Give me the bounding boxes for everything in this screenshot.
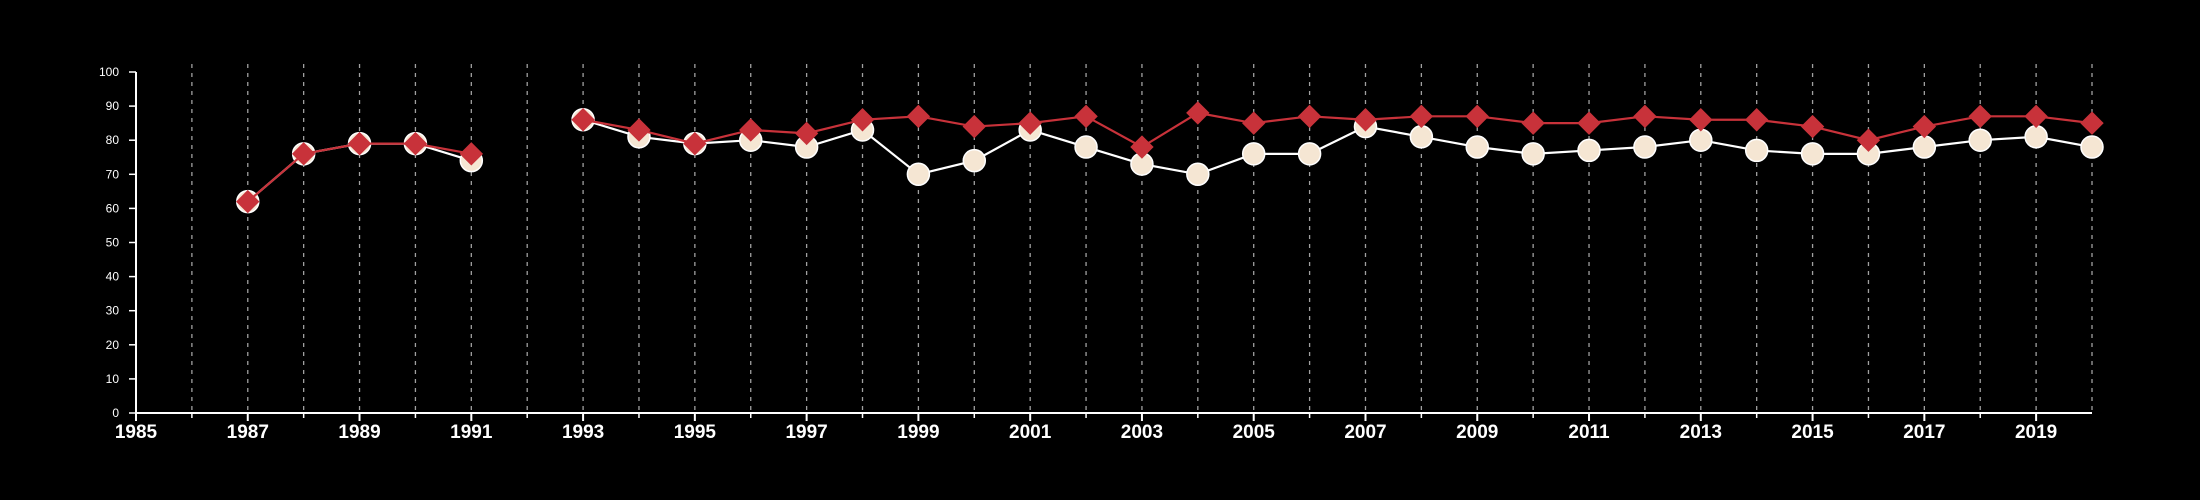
data-point-circle (1297, 142, 1322, 166)
x-tick-label: 1999 (897, 422, 939, 443)
x-tick-label: 1993 (562, 422, 604, 443)
data-point-circle (2080, 135, 2104, 159)
data-point-diamond (1689, 108, 1713, 132)
data-point-circle (1912, 135, 1937, 159)
data-point-circle (1465, 135, 1490, 159)
data-point-circle (1074, 135, 1098, 159)
data-point-diamond (1353, 108, 1378, 132)
data-point-diamond (571, 108, 595, 132)
y-tick-label: 40 (106, 270, 120, 284)
data-point-diamond (1800, 114, 1825, 139)
data-point-diamond (1521, 111, 1545, 135)
data-point-diamond (347, 131, 372, 156)
x-tick-label: 2005 (1233, 422, 1276, 443)
data-point-diamond (291, 142, 316, 166)
data-point-diamond (794, 121, 819, 146)
x-tick-label: 1991 (450, 422, 493, 443)
data-point-diamond (1577, 111, 1601, 135)
data-point-circle (1186, 162, 1210, 187)
x-tick-label: 1985 (115, 422, 158, 443)
data-point-circle (1241, 142, 1266, 166)
x-tick-label: 2001 (1009, 422, 1052, 443)
x-tick-label: 2011 (1568, 422, 1610, 443)
data-point-circle (1521, 142, 1545, 166)
x-tick-label: 2019 (2015, 422, 2057, 443)
data-point-circle (1577, 138, 1601, 163)
data-point-diamond (1242, 111, 1266, 135)
gridlines (191, 64, 2093, 413)
data-point-diamond (906, 104, 931, 129)
x-tick-label: 1987 (227, 422, 269, 443)
y-tick-label: 20 (106, 338, 120, 352)
data-point-diamond (1018, 111, 1042, 135)
data-point-diamond (1633, 104, 1657, 129)
data-point-diamond (1912, 114, 1937, 139)
data-point-diamond (1968, 104, 1992, 129)
diamond-series (236, 101, 2104, 214)
data-point-circle (1633, 135, 1657, 159)
data-point-diamond (683, 131, 707, 156)
data-point-diamond (459, 142, 484, 166)
data-point-diamond (850, 108, 875, 132)
data-point-diamond (1744, 108, 1769, 132)
data-point-diamond (1465, 104, 1489, 129)
data-point-circle (1689, 128, 1713, 152)
axes: 1985 1987 1989 1991 1993 1995 1997 1999 2001 2003… (99, 65, 2092, 443)
data-point-circle (1744, 138, 1769, 163)
x-tick-label: 2009 (1456, 422, 1498, 443)
data-point-circle (962, 148, 987, 173)
x-tick-label: 2013 (1680, 422, 1722, 443)
data-point-diamond (2024, 104, 2048, 129)
x-tick-label: 2007 (1344, 422, 1386, 443)
data-point-diamond (1130, 135, 1154, 159)
y-tick-label: 90 (106, 99, 120, 113)
data-point-diamond (1856, 128, 1881, 152)
circle-series (236, 107, 2104, 214)
x-tick-label: 1997 (785, 422, 827, 443)
data-point-diamond (1074, 104, 1098, 129)
data-point-diamond (1297, 104, 1322, 129)
y-tick-label: 80 (106, 133, 120, 147)
x-tick-label: 1995 (674, 422, 717, 443)
data-point-diamond (1186, 101, 1210, 125)
data-point-circle (1800, 142, 1825, 166)
data-point-diamond (1409, 104, 1434, 129)
data-point-diamond (962, 114, 986, 139)
y-tick-label: 30 (106, 304, 120, 318)
x-tick-label: 2017 (1903, 422, 1945, 443)
data-point-diamond (2080, 111, 2104, 135)
y-tick-label: 60 (106, 201, 120, 215)
data-point-circle (2024, 125, 2048, 149)
data-point-circle (1968, 128, 1992, 152)
data-point-diamond (627, 118, 651, 142)
x-tick-label: 1989 (338, 422, 380, 443)
data-point-circle (906, 162, 931, 187)
data-point-diamond (236, 189, 260, 214)
series-line (582, 111, 2093, 149)
data-point-diamond (739, 118, 763, 142)
series-line (582, 118, 2093, 176)
y-tick-label: 50 (106, 236, 120, 250)
x-tick-label: 2003 (1121, 422, 1163, 443)
y-tick-label: 100 (99, 65, 119, 79)
y-tick-label: 10 (106, 372, 120, 386)
y-tick-label: 0 (112, 406, 119, 420)
data-point-circle (1409, 125, 1434, 149)
x-tick-label: 2015 (1791, 422, 1834, 443)
series-group (236, 101, 2104, 214)
y-tick-label: 70 (106, 167, 120, 181)
data-point-diamond (403, 131, 428, 156)
